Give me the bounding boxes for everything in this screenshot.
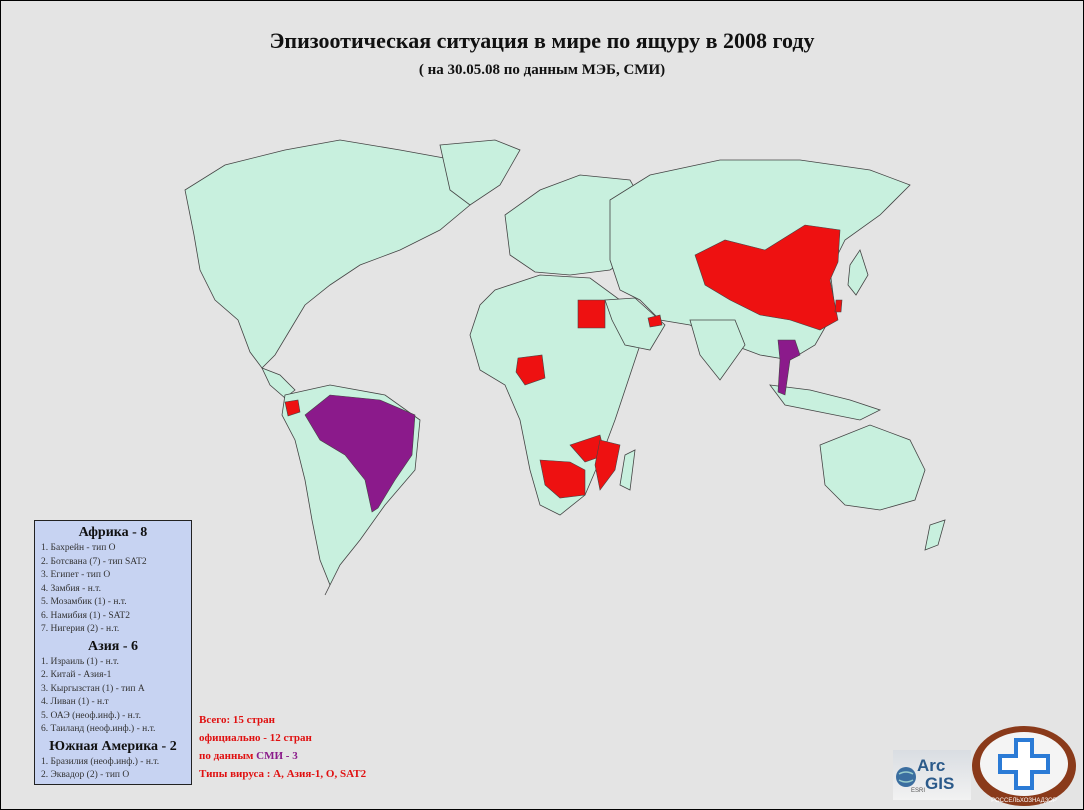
globe-icon bbox=[896, 767, 916, 787]
summary-total: Всего: 15 стран bbox=[199, 714, 275, 726]
new-zealand bbox=[924, 519, 946, 551]
nigeria-affected bbox=[515, 354, 546, 386]
summary-block: Всего: 15 стран официально - 12 стран по… bbox=[199, 711, 366, 783]
japan bbox=[847, 249, 869, 296]
taiwan-affected bbox=[834, 299, 843, 313]
china-affected bbox=[694, 224, 841, 331]
legend-item: 7. Нигерия (2) - н.т. bbox=[41, 624, 120, 634]
arcgis-logo-gis: GIS bbox=[925, 774, 955, 793]
arcgis-logo-arc: Arc bbox=[917, 756, 946, 775]
legend-item: 1. Бразилия (неоф.инф.) - н.т. bbox=[41, 756, 160, 767]
mozambique-affected bbox=[594, 439, 621, 491]
egypt-affected bbox=[577, 299, 606, 329]
indonesia bbox=[769, 384, 882, 421]
legend-item: 2. Ботсвана (7) - тип SAT2 bbox=[41, 556, 147, 567]
legend-item: 5. ОАЭ (неоф.инф.) - н.т. bbox=[41, 710, 141, 721]
legend-heading-south-america: Южная Америка - 2 bbox=[49, 738, 177, 754]
arcgis-logo-esri: ESRI bbox=[911, 788, 926, 794]
legend-item: 4. Замбия - н.т. bbox=[41, 583, 101, 594]
map-title: Эпизоотическая ситуация в мире по ящуру … bbox=[269, 28, 815, 53]
rosselkhoznadzor-emblem: РОССЕЛЬХОЗНАДЗОР bbox=[972, 726, 1076, 806]
legend-item: 1. Бахрейн - тип О bbox=[41, 543, 116, 553]
legend-item: 6. Намибия (1) - SAT2 bbox=[41, 610, 130, 621]
legend-item: 5. Мозамбик (1) - н.т. bbox=[41, 597, 127, 607]
legend-item: 1. Израиль (1) - н.т. bbox=[41, 656, 119, 667]
legend-heading-asia: Азия - 6 bbox=[87, 638, 139, 654]
north-america bbox=[184, 139, 491, 369]
legend-box: Африка - 8 1. Бахрейн - тип О 2. Ботсван… bbox=[34, 520, 192, 785]
cross-icon bbox=[998, 738, 1050, 790]
legend-item: 4. Ливан (1) - н.т bbox=[41, 697, 109, 707]
legend-heading-africa: Африка - 8 bbox=[78, 525, 148, 540]
thailand-affected bbox=[777, 339, 801, 396]
australia bbox=[819, 424, 926, 511]
arcgis-logo: Arc GIS ESRI bbox=[893, 750, 971, 800]
summary-official: официально - 12 стран bbox=[199, 732, 312, 744]
legend-item: 3. Кыргызстан (1) - тип А bbox=[41, 683, 145, 694]
namibia-botswana-affected bbox=[539, 459, 586, 499]
greenland bbox=[439, 139, 521, 206]
summary-media: по данным СМИ - 3 bbox=[199, 747, 366, 765]
uae-affected bbox=[647, 314, 663, 328]
india bbox=[689, 319, 746, 381]
emblem-text: РОССЕЛЬХОЗНАДЗОР bbox=[991, 798, 1057, 804]
legend-item: 6. Таиланд (неоф.инф.) - н.т. bbox=[41, 724, 156, 734]
brazil-affected bbox=[304, 394, 416, 513]
legend-item: 2. Китай - Азия-1 bbox=[41, 670, 112, 680]
summary-virus-types: Типы вируса : А, Азия-1, О, SAT2 bbox=[199, 768, 367, 780]
arabia bbox=[604, 297, 666, 351]
summary-media-prefix: по данным bbox=[199, 750, 257, 762]
summary-media-highlight: СМИ - 3 bbox=[256, 750, 298, 762]
legend-item: 3. Египет - тип О bbox=[41, 570, 111, 580]
ecuador-affected bbox=[284, 399, 301, 417]
madagascar bbox=[619, 449, 636, 491]
map-subtitle: ( на 30.05.08 по данным МЭБ, СМИ) bbox=[418, 62, 666, 78]
legend-item: 2. Эквадор (2) - тип О bbox=[41, 770, 130, 780]
